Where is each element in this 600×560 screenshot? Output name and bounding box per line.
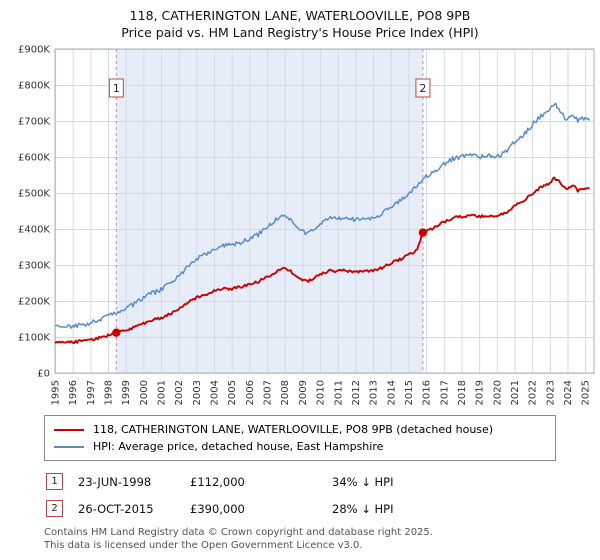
- footer-line-1: Contains HM Land Registry data © Crown c…: [44, 527, 433, 538]
- svg-text:1999: 1999: [121, 380, 132, 405]
- svg-text:2012: 2012: [351, 380, 362, 405]
- svg-text:2004: 2004: [210, 380, 221, 405]
- footer-line-2: This data is licensed under the Open Gov…: [44, 539, 363, 551]
- svg-text:£800K: £800K: [18, 81, 50, 92]
- svg-text:2005: 2005: [227, 380, 238, 405]
- sale-1-hpi-delta: 34% ↓ HPI: [332, 474, 394, 489]
- svg-text:1: 1: [113, 82, 120, 95]
- page-subtitle: Price paid vs. HM Land Registry's House …: [121, 25, 479, 40]
- svg-text:2002: 2002: [174, 380, 185, 405]
- sale-row-1: 1 23-JUN-1998 £112,000 34% ↓ HPI: [46, 473, 600, 490]
- svg-text:2009: 2009: [298, 380, 309, 405]
- svg-text:£700K: £700K: [18, 117, 50, 128]
- sale-dot-1: [112, 328, 121, 337]
- svg-text:2025: 2025: [581, 380, 592, 405]
- svg-text:2018: 2018: [457, 380, 468, 405]
- sale-1-price: £112,000: [190, 474, 245, 489]
- svg-text:£0: £0: [37, 369, 50, 380]
- svg-text:£300K: £300K: [18, 261, 50, 272]
- sale-annotations: 1 23-JUN-1998 £112,000 34% ↓ HPI 2 26-OC…: [46, 473, 600, 517]
- legend-item-property: 118, CATHERINGTON LANE, WATERLOOVILLE, P…: [54, 421, 546, 438]
- svg-text:2001: 2001: [157, 380, 168, 405]
- legend-item-hpi: HPI: Average price, detached house, East…: [54, 438, 546, 455]
- x-axis-labels: 1995 1996 1997 1998 1999 2000 2001 2002 2003 2004…: [51, 380, 592, 405]
- svg-text:2014: 2014: [386, 380, 397, 405]
- sale-marker-lines: [115, 49, 424, 373]
- hpi-line: [54, 102, 591, 329]
- svg-text:2024: 2024: [563, 380, 574, 405]
- sale-2-date: 26-OCT-2015: [78, 501, 154, 516]
- svg-text:1996: 1996: [68, 380, 79, 405]
- svg-text:2003: 2003: [192, 380, 203, 405]
- svg-text:2008: 2008: [280, 380, 291, 405]
- svg-text:£500K: £500K: [18, 189, 50, 200]
- svg-text:2023: 2023: [545, 380, 556, 405]
- sale-2-price: £390,000: [190, 501, 245, 516]
- svg-text:£400K: £400K: [18, 225, 50, 236]
- hpi-line-swatch: [54, 445, 84, 448]
- sale-label-box-2: [415, 78, 431, 98]
- legend-label-property: 118, CATHERINGTON LANE, WATERLOOVILLE, P…: [93, 423, 494, 436]
- property-line-swatch: [54, 428, 84, 431]
- license-footer: Contains HM Land Registry data © Crown c…: [44, 527, 600, 552]
- svg-text:1997: 1997: [86, 380, 97, 405]
- chart-header: 118, CATHERINGTON LANE, WATERLOOVILLE, P…: [0, 0, 600, 41]
- svg-text:1998: 1998: [104, 380, 115, 405]
- svg-text:2007: 2007: [263, 380, 274, 405]
- y-axis-labels: £0 £100K £200K £300K £400K £500K £600K £700K £80…: [18, 45, 50, 380]
- svg-text:2021: 2021: [510, 380, 521, 405]
- sale-1-date: 23-JUN-1998: [78, 474, 152, 489]
- svg-text:2019: 2019: [475, 380, 486, 405]
- shaded-region: [116, 49, 423, 373]
- svg-text:2022: 2022: [528, 380, 539, 405]
- sale-row-2: 2 26-OCT-2015 £390,000 28% ↓ HPI: [46, 500, 600, 517]
- svg-text:2017: 2017: [439, 380, 450, 405]
- sale-2-number-badge: 2: [46, 500, 63, 517]
- svg-text:2000: 2000: [139, 380, 150, 405]
- svg-text:£900K: £900K: [18, 45, 50, 56]
- svg-text:2011: 2011: [333, 380, 344, 405]
- svg-text:2020: 2020: [492, 380, 503, 405]
- plot-border: [54, 48, 595, 374]
- svg-text:£100K: £100K: [18, 333, 50, 344]
- legend-label-hpi: HPI: Average price, detached house, East…: [93, 440, 384, 453]
- svg-text:2016: 2016: [422, 380, 433, 405]
- svg-text:1995: 1995: [51, 380, 62, 405]
- sale-dot-2: [418, 228, 428, 237]
- page-title: 118, CATHERINGTON LANE, WATERLOOVILLE, P…: [129, 8, 471, 23]
- svg-text:£600K: £600K: [18, 153, 50, 164]
- property-price-line: [54, 176, 590, 345]
- svg-text:2015: 2015: [404, 380, 415, 405]
- sale-1-number-badge: 1: [46, 473, 63, 490]
- svg-text:2006: 2006: [245, 380, 256, 405]
- price-history-chart: £0 £100K £200K £300K £400K £500K £600K £700K £80…: [18, 45, 595, 405]
- legend: 118, CATHERINGTON LANE, WATERLOOVILLE, P…: [44, 415, 556, 461]
- sale-label-box-1: [108, 78, 124, 98]
- svg-text:2010: 2010: [316, 380, 327, 405]
- svg-text:2013: 2013: [369, 380, 380, 405]
- svg-text:£200K: £200K: [18, 297, 50, 308]
- svg-text:2: 2: [419, 82, 426, 95]
- sale-2-hpi-delta: 28% ↓ HPI: [332, 501, 394, 516]
